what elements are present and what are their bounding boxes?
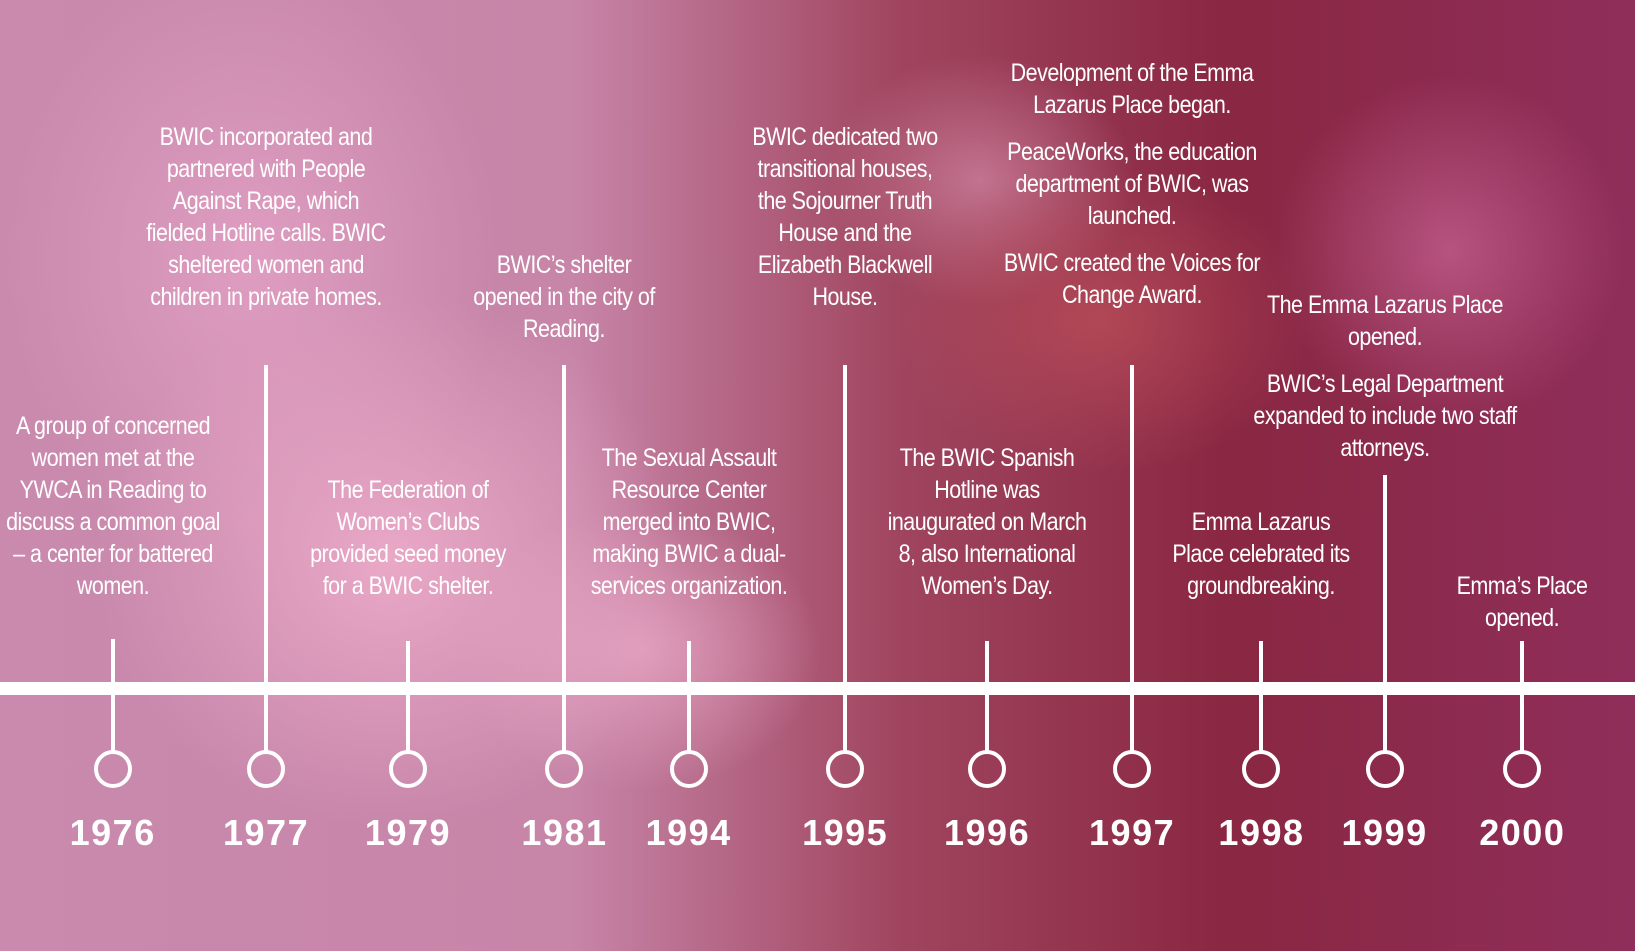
event-paragraph: The BWIC Spanish Hotline was inaugurated… [887, 444, 1087, 601]
event-paragraph: The Federation of Women’s Clubs provided… [310, 475, 506, 600]
event-paragraph: The Emma Lazarus Place opened. [1266, 291, 1504, 352]
event-paragraph: BWIC created the Voices for Change Award… [1004, 249, 1261, 310]
event-paragraph: Emma’s Place opened. [1456, 571, 1588, 632]
event-year: 1997 [1089, 811, 1176, 853]
connector-line [405, 640, 410, 752]
event-year: 1998 [1218, 811, 1305, 853]
event-year: 1981 [521, 811, 608, 853]
timeline-bar [0, 682, 1635, 695]
event-year: 1977 [223, 811, 310, 853]
event-paragraph: BWIC’s Legal Department expanded to incl… [1252, 370, 1517, 463]
event-text: BWIC dedicated two transitional houses, … [746, 121, 944, 328]
connector-line [1382, 474, 1387, 752]
event-year: 1995 [802, 811, 889, 853]
event-text: The Federation of Women’s Clubs provided… [304, 474, 513, 617]
connector-line [686, 640, 691, 752]
event-year: 1979 [364, 811, 452, 853]
event-text: BWIC incorporated and partnered with Peo… [141, 121, 391, 328]
event-marker [247, 749, 286, 788]
event-paragraph: BWIC’s shelter opened in the city of Rea… [473, 251, 656, 344]
connector-line [1520, 640, 1525, 752]
event-text: The Emma Lazarus Place opened. BWIC’s Leg… [1246, 289, 1522, 479]
connector-line [562, 365, 567, 752]
connector-line [985, 640, 990, 752]
event-marker [669, 749, 708, 788]
event-marker [968, 749, 1007, 788]
connector-line [843, 365, 848, 752]
event-paragraph: Development of the Emma Lazarus Place be… [1010, 59, 1254, 120]
event-year: 1994 [645, 811, 732, 853]
event-text: BWIC’s shelter opened in the city of Rea… [465, 249, 663, 360]
event-year: 1999 [1341, 811, 1428, 853]
event-year: 2000 [1479, 811, 1566, 853]
event-year: 1976 [69, 811, 156, 853]
event-text: Emma’s Place opened. [1439, 570, 1606, 649]
connector-line [1259, 640, 1264, 752]
event-marker [388, 749, 427, 788]
event-marker [545, 749, 584, 788]
event-text: A group of concerned women met at the YW… [6, 410, 220, 617]
event-text: Development of the Emma Lazarus Place be… [999, 57, 1265, 326]
event-year: 1996 [944, 811, 1031, 853]
event-text: Emma Lazarus Place celebrated its ground… [1168, 506, 1356, 617]
event-paragraph: BWIC dedicated two transitional houses, … [752, 123, 938, 312]
connector-line [110, 638, 115, 752]
event-marker [1365, 749, 1404, 788]
event-marker [1242, 749, 1281, 788]
event-paragraph: The Sexual Assault Resource Center merge… [590, 444, 787, 601]
event-paragraph: BWIC incorporated and partnered with Peo… [146, 123, 386, 312]
event-marker [93, 749, 132, 788]
event-text: The Sexual Assault Resource Center merge… [584, 442, 793, 617]
event-marker [1503, 749, 1542, 788]
event-marker [826, 749, 865, 788]
connector-line [264, 365, 269, 752]
connector-line [1130, 365, 1135, 752]
event-paragraph: Emma Lazarus Place celebrated its ground… [1172, 508, 1351, 601]
event-text: The BWIC Spanish Hotline was inaugurated… [883, 442, 1092, 617]
event-marker [1113, 749, 1152, 788]
event-paragraph: A group of concerned women met at the YW… [5, 412, 220, 601]
event-paragraph: PeaceWorks, the education department of … [1007, 138, 1257, 231]
